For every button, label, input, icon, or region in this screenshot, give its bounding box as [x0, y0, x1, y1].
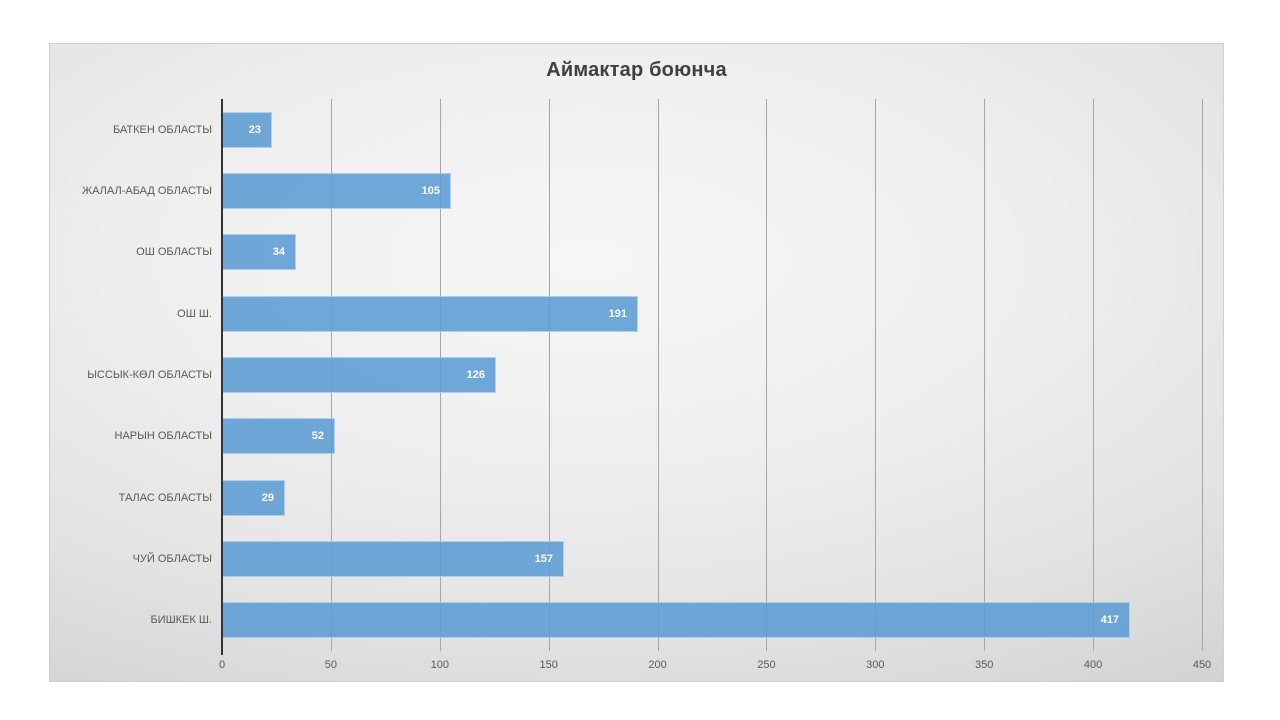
bar-chart: Аймактар боюнча 23 105 34 191 126 52 29 157 417 … — [49, 43, 1224, 682]
bar-7[interactable]: 29 — [222, 479, 285, 516]
bar-row: 34 — [222, 222, 1202, 283]
bar-row: 29 — [222, 467, 1202, 528]
category-label: ЫССЫК-КӨЛ ОБЛАСТЫ — [87, 368, 212, 381]
bar-1[interactable]: 23 — [222, 111, 272, 148]
bar-value-label: 126 — [466, 368, 485, 381]
category-label: ОШ Ш. — [177, 307, 212, 320]
bar-value-label: 52 — [311, 430, 324, 443]
x-tick-label: 50 — [324, 659, 337, 671]
x-tick-label: 200 — [648, 659, 667, 671]
gridline — [1202, 99, 1203, 651]
x-tick-label: 250 — [757, 659, 776, 671]
gridline — [549, 99, 550, 651]
bar-row: 157 — [222, 528, 1202, 589]
bar-value-label: 23 — [248, 123, 261, 136]
x-tick-label: 300 — [866, 659, 885, 671]
bar-value-label: 29 — [261, 491, 274, 504]
category-label: БИШКЕК Ш. — [150, 614, 212, 627]
gridline — [875, 99, 876, 651]
gridline — [766, 99, 767, 651]
bar-9[interactable]: 417 — [222, 602, 1130, 639]
bar-value-label: 105 — [421, 184, 440, 197]
category-label: БАТКЕН ОБЛАСТЫ — [112, 123, 212, 136]
bar-value-label: 34 — [272, 246, 285, 259]
bar-6[interactable]: 52 — [222, 418, 335, 455]
bar-2[interactable]: 105 — [222, 172, 451, 209]
bar-8[interactable]: 157 — [222, 540, 564, 577]
category-label: НАРЫН ОБЛАСТЫ — [114, 430, 212, 443]
category-label: ТАЛАС ОБЛАСТЫ — [118, 491, 212, 504]
bar-row: 52 — [222, 406, 1202, 467]
gridline — [984, 99, 985, 651]
x-tick-label: 0 — [218, 659, 226, 671]
category-label: ЧУЙ ОБЛАСТЫ — [132, 552, 212, 565]
bar-row: 417 — [222, 590, 1202, 651]
bar-value-label: 417 — [1100, 614, 1119, 627]
x-tick-label: 450 — [1192, 659, 1212, 671]
plot-area: 23 105 34 191 126 52 29 157 417 — [222, 99, 1203, 651]
bar-row: 191 — [222, 283, 1202, 344]
bar-value-label: 191 — [608, 307, 627, 320]
x-tick-label: 100 — [430, 659, 449, 671]
x-tick-label: 150 — [539, 659, 558, 671]
bar-4[interactable]: 191 — [222, 295, 638, 332]
x-tick-label: 400 — [1083, 659, 1103, 671]
category-label: ОШ ОБЛАСТЫ — [136, 246, 212, 259]
bar-row: 23 — [222, 99, 1202, 160]
x-tick-label: 350 — [975, 659, 994, 671]
y-axis-line — [221, 99, 223, 655]
bar-3[interactable]: 34 — [222, 234, 296, 271]
chart-title: Аймактар боюнча — [546, 59, 727, 81]
bar-value-label: 157 — [534, 552, 553, 565]
bar-5[interactable]: 126 — [222, 356, 496, 393]
bar-row: 105 — [222, 160, 1202, 221]
gridline — [658, 99, 659, 651]
category-label: ЖАЛАЛ-АБАД ОБЛАСТЫ — [81, 184, 212, 197]
bar-row: 126 — [222, 344, 1202, 405]
gridline — [1093, 99, 1094, 651]
